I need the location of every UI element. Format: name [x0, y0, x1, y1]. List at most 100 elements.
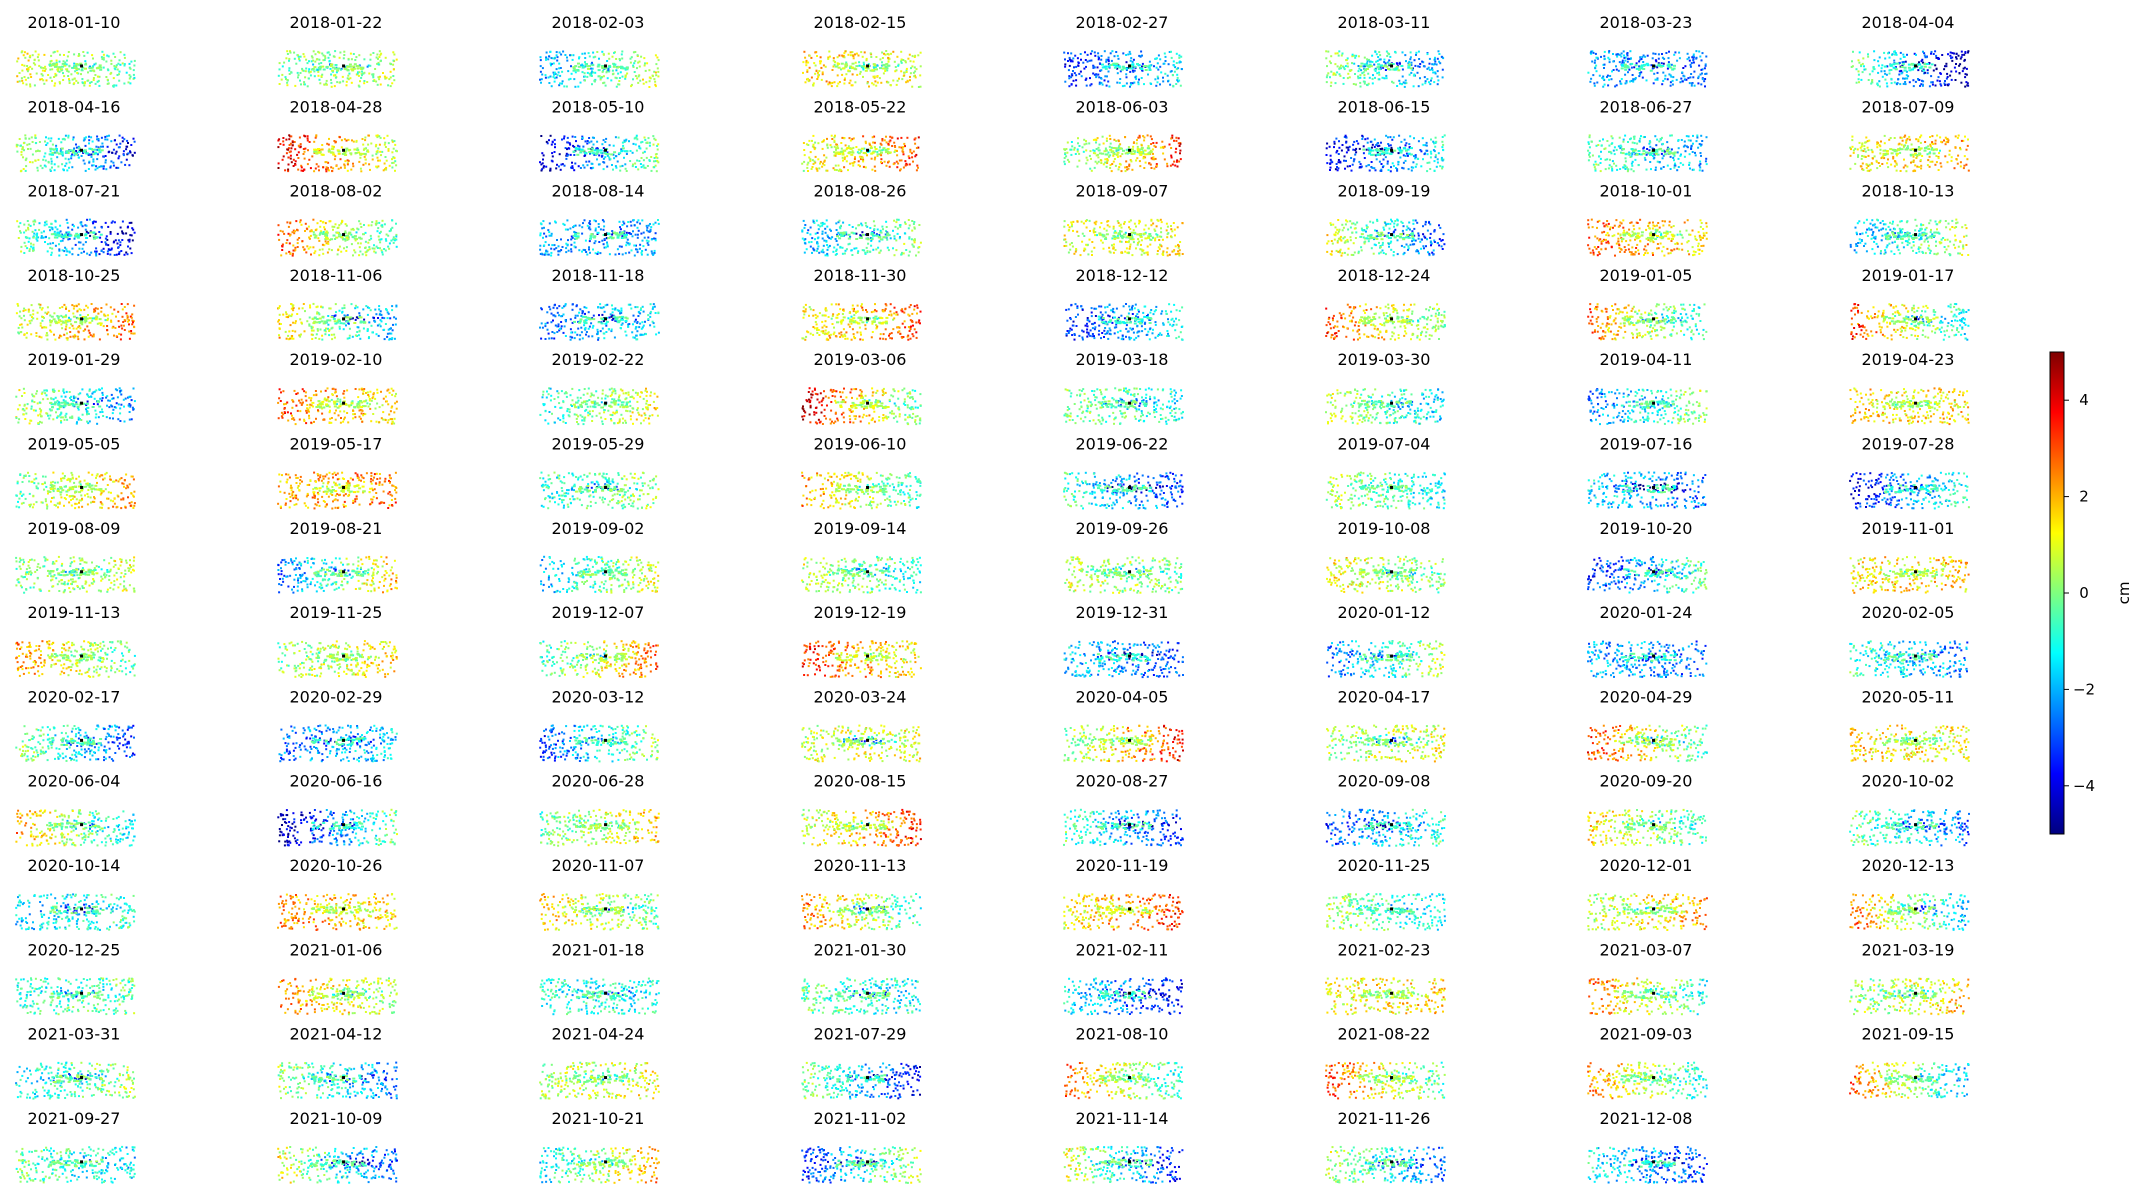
- displacement-panel: 2021-03-07: [1588, 940, 1708, 1016]
- reference-point-marker: [1128, 823, 1132, 827]
- panel-date-title: 2020-09-08: [1338, 772, 1431, 791]
- reference-point-marker: [342, 907, 346, 911]
- panel-date-title: 2020-04-17: [1338, 687, 1431, 706]
- reference-point-marker: [1390, 233, 1394, 237]
- reference-point-marker: [80, 991, 84, 995]
- reference-point-marker: [1390, 148, 1394, 152]
- displacement-panel: 2020-02-05: [1849, 603, 1969, 678]
- colorbar-gradient: [2049, 351, 2065, 835]
- displacement-panel: 2018-07-09: [1849, 97, 1970, 173]
- panel-date-title: 2018-07-21: [28, 182, 121, 201]
- reference-point-marker: [1390, 401, 1394, 405]
- reference-point-marker: [866, 485, 870, 489]
- panel-date-title: 2018-06-27: [1600, 97, 1693, 116]
- panel-date-title: 2019-03-18: [1076, 350, 1169, 369]
- panel-date-title: 2021-08-10: [1076, 1025, 1169, 1044]
- displacement-panel: 2019-03-06: [801, 350, 922, 426]
- reference-point-marker: [80, 317, 84, 321]
- displacement-panel: 2020-04-05: [1063, 687, 1184, 763]
- reference-point-marker: [604, 907, 608, 911]
- reference-point-marker: [1652, 485, 1656, 489]
- displacement-panel: 2019-02-22: [539, 350, 659, 426]
- reference-point-marker: [604, 64, 608, 68]
- panel-date-title: 2021-11-14: [1076, 1109, 1169, 1128]
- panel-date-title: 2018-08-14: [552, 182, 645, 201]
- panel-date-title: 2018-04-04: [1862, 13, 1955, 32]
- displacement-panel: 2018-09-19: [1326, 182, 1446, 257]
- displacement-panel: 2019-05-05: [15, 435, 136, 510]
- reference-point-marker: [1128, 317, 1132, 321]
- reference-point-marker: [342, 1160, 346, 1164]
- panel-date-title: 2018-04-28: [290, 97, 383, 116]
- reference-point-marker: [604, 233, 608, 237]
- reference-point-marker: [604, 570, 608, 574]
- displacement-panel: 2018-04-04: [1850, 13, 1970, 88]
- panel-date-title: 2020-04-05: [1076, 687, 1169, 706]
- reference-point-marker: [80, 1160, 84, 1164]
- displacement-panel: 2019-01-17: [1850, 266, 1970, 341]
- reference-point-marker: [1128, 64, 1132, 68]
- reference-point-marker: [1390, 1076, 1394, 1080]
- displacement-panel: 2021-01-18: [539, 940, 660, 1016]
- panel-date-title: 2021-10-09: [290, 1109, 383, 1128]
- reference-point-marker: [1652, 823, 1656, 827]
- reference-point-marker: [604, 823, 608, 827]
- panel-date-title: 2021-02-23: [1338, 940, 1431, 959]
- reference-point-marker: [866, 401, 870, 405]
- reference-point-marker: [1652, 1160, 1656, 1164]
- reference-point-marker: [1128, 991, 1132, 995]
- displacement-panel: 2019-08-21: [277, 519, 398, 594]
- panel-date-title: 2020-05-11: [1862, 687, 1955, 706]
- reference-point-marker: [1128, 738, 1132, 742]
- displacement-panel: 2020-11-25: [1325, 856, 1446, 931]
- reference-point-marker: [604, 654, 608, 658]
- displacement-panel: 2021-11-02: [801, 1109, 922, 1184]
- reference-point-marker: [1914, 823, 1918, 827]
- reference-point-marker: [342, 654, 346, 658]
- reference-point-marker: [1390, 991, 1394, 995]
- colorbar-tick-label: 0: [2079, 584, 2089, 602]
- displacement-panel: 2019-10-20: [1587, 519, 1708, 594]
- reference-point-marker: [1652, 64, 1656, 68]
- reference-point-marker: [604, 1160, 608, 1164]
- reference-point-marker: [1914, 654, 1918, 658]
- reference-point-marker: [80, 823, 84, 827]
- reference-point-marker: [1390, 485, 1394, 489]
- reference-point-marker: [1128, 570, 1132, 574]
- panel-date-title: 2019-07-16: [1600, 435, 1693, 454]
- reference-point-marker: [604, 1076, 608, 1080]
- panel-date-title: 2020-12-01: [1600, 856, 1693, 875]
- displacement-panel: 2020-03-24: [801, 687, 922, 763]
- displacement-panel: 2018-08-26: [801, 182, 922, 257]
- displacement-panel: 2019-07-28: [1849, 435, 1970, 510]
- panel-date-title: 2020-02-17: [28, 687, 121, 706]
- displacement-panel: 2021-09-15: [1849, 1025, 1970, 1099]
- panel-date-title: 2019-08-21: [290, 519, 383, 538]
- panel-date-title: 2019-06-10: [814, 435, 907, 454]
- displacement-panel: 2020-10-14: [15, 856, 136, 931]
- displacement-panel: 2018-01-22: [277, 13, 398, 88]
- displacement-panel: 2021-08-10: [1064, 1025, 1184, 1100]
- reference-point-marker: [866, 738, 870, 742]
- displacement-panel: 2020-02-17: [15, 687, 136, 762]
- displacement-panel: 2020-01-24: [1587, 603, 1708, 679]
- reference-point-marker: [342, 64, 346, 68]
- reference-point-marker: [1128, 233, 1132, 237]
- displacement-panel: 2018-11-06: [277, 266, 398, 341]
- colorbar-label: cm: [2115, 582, 2133, 605]
- reference-point-marker: [342, 738, 346, 742]
- displacement-panel: 2020-11-07: [539, 856, 660, 931]
- colorbar-tick-label: −2: [2073, 680, 2095, 698]
- reference-point-marker: [80, 907, 84, 911]
- reference-point-marker: [604, 991, 608, 995]
- panel-date-title: 2020-11-19: [1076, 856, 1169, 875]
- reference-point-marker: [1390, 907, 1394, 911]
- displacement-panel: 2020-06-04: [15, 772, 136, 847]
- displacement-panel: 2019-07-16: [1587, 435, 1707, 510]
- panel-date-title: 2018-02-27: [1076, 13, 1169, 32]
- reference-point-marker: [604, 738, 608, 742]
- displacement-panel: 2021-09-27: [15, 1109, 136, 1184]
- displacement-panel: 2021-03-19: [1849, 940, 1970, 1016]
- panel-date-title: 2019-01-29: [28, 350, 121, 369]
- displacement-panel: 2020-05-11: [1849, 687, 1970, 763]
